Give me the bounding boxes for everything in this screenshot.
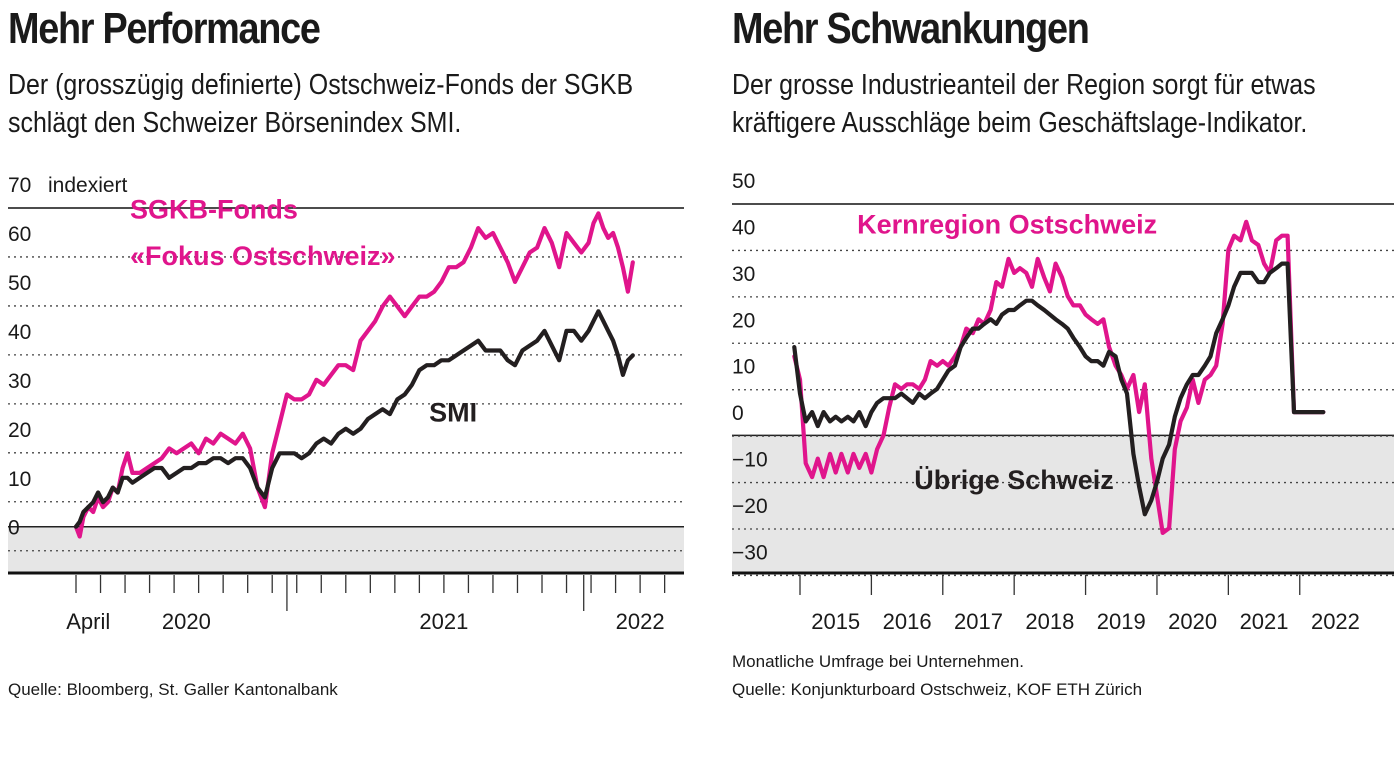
performance-line-chart: 0 10 20 30 40 50 60 70 indexiert April 2020 2021 202… <box>8 174 684 634</box>
left-y-tick-label: 50 <box>8 272 31 295</box>
left-source-note: Quelle: Bloomberg, St. Galler Kantonalba… <box>8 680 338 699</box>
right-source-note: Quelle: Konjunkturboard Ostschweiz, KOF … <box>732 680 1143 699</box>
right-series-line <box>792 261 1326 517</box>
right-y-tick-label: −30 <box>732 541 768 564</box>
left-chart-title: Mehr Performance <box>8 4 321 53</box>
business-indicator-line-chart: −30 −20 −10 0 10 20 30 40 50 2015 2016 2017 2018 2019… <box>732 170 1394 634</box>
right-y-tick-label: 0 <box>732 402 744 425</box>
left-x-tick-label: 2020 <box>162 609 211 634</box>
left-x-tick-label: 2021 <box>419 609 468 634</box>
right-subtitle-line-1: Der grosse Industrieanteil der Region so… <box>732 69 1316 101</box>
right-x-tick-label: 2016 <box>883 609 932 634</box>
left-series-annotation: «Fokus Ostschweiz» <box>130 241 396 271</box>
right-y-tick-label: 30 <box>732 263 755 286</box>
left-chart-subtitle: Der (grosszügig definierte) Ostschweiz-F… <box>8 66 662 142</box>
left-y-tick-label: 20 <box>8 419 31 442</box>
right-series-annotation: Übrige Schweiz <box>914 465 1114 495</box>
left-y-tick-label: 60 <box>8 223 31 246</box>
right-series-line <box>792 219 1326 535</box>
right-x-tick-label: 2021 <box>1240 609 1289 634</box>
right-x-tick-label: 2015 <box>811 609 860 634</box>
right-chart-title: Mehr Schwankungen <box>732 4 1090 53</box>
right-y-tick-label: −10 <box>732 449 768 472</box>
right-series-annotation: Kernregion Ostschweiz <box>857 209 1157 239</box>
right-survey-note: Monatliche Umfrage bei Unternehmen. <box>732 652 1024 671</box>
left-y-tick-label: 10 <box>8 468 31 491</box>
right-x-tick-label: 2019 <box>1097 609 1146 634</box>
left-y-axis-label: indexiert <box>48 174 128 197</box>
right-y-tick-label: 20 <box>732 309 755 332</box>
right-chart-subtitle: Der grosse Industrieanteil der Region so… <box>732 66 1386 142</box>
left-y-tick-label: 30 <box>8 370 31 393</box>
right-y-tick-label: 40 <box>732 216 755 239</box>
left-y-tick-label: 0 <box>8 517 20 540</box>
left-subtitle-line-1: Der (grosszügig definierte) Ostschweiz-F… <box>8 69 634 101</box>
right-x-tick-label: 2020 <box>1168 609 1217 634</box>
right-y-tick-label: 10 <box>732 356 755 379</box>
right-x-tick-label: 2017 <box>954 609 1003 634</box>
right-subtitle-line-2: kräftigere Ausschläge beim Geschäftslage… <box>732 107 1308 139</box>
left-subtitle-line-2: schlägt den Schweizer Börsenindex SMI. <box>8 107 462 139</box>
left-series-line <box>73 211 635 539</box>
left-x-tick-label: 2022 <box>616 609 665 634</box>
left-series-annotation: SMI <box>429 397 477 427</box>
left-y-tick-label: 70 <box>8 174 31 197</box>
left-series-annotation: SGKB-Fonds <box>130 194 298 224</box>
left-shaded-area <box>8 526 684 573</box>
right-x-tick-label: 2018 <box>1025 609 1074 634</box>
fluctuation-panel: Mehr Schwankungen Der grosse Industriean… <box>724 0 1394 784</box>
right-x-tick-label: 2022 <box>1311 609 1360 634</box>
left-series-line <box>73 309 635 529</box>
right-y-tick-label: 50 <box>732 170 755 193</box>
right-y-tick-label: −20 <box>732 495 768 518</box>
left-y-tick-label: 40 <box>8 321 31 344</box>
performance-panel: Mehr Performance Der (grosszügig definie… <box>0 0 690 784</box>
left-x-tick-label: April <box>66 609 110 634</box>
